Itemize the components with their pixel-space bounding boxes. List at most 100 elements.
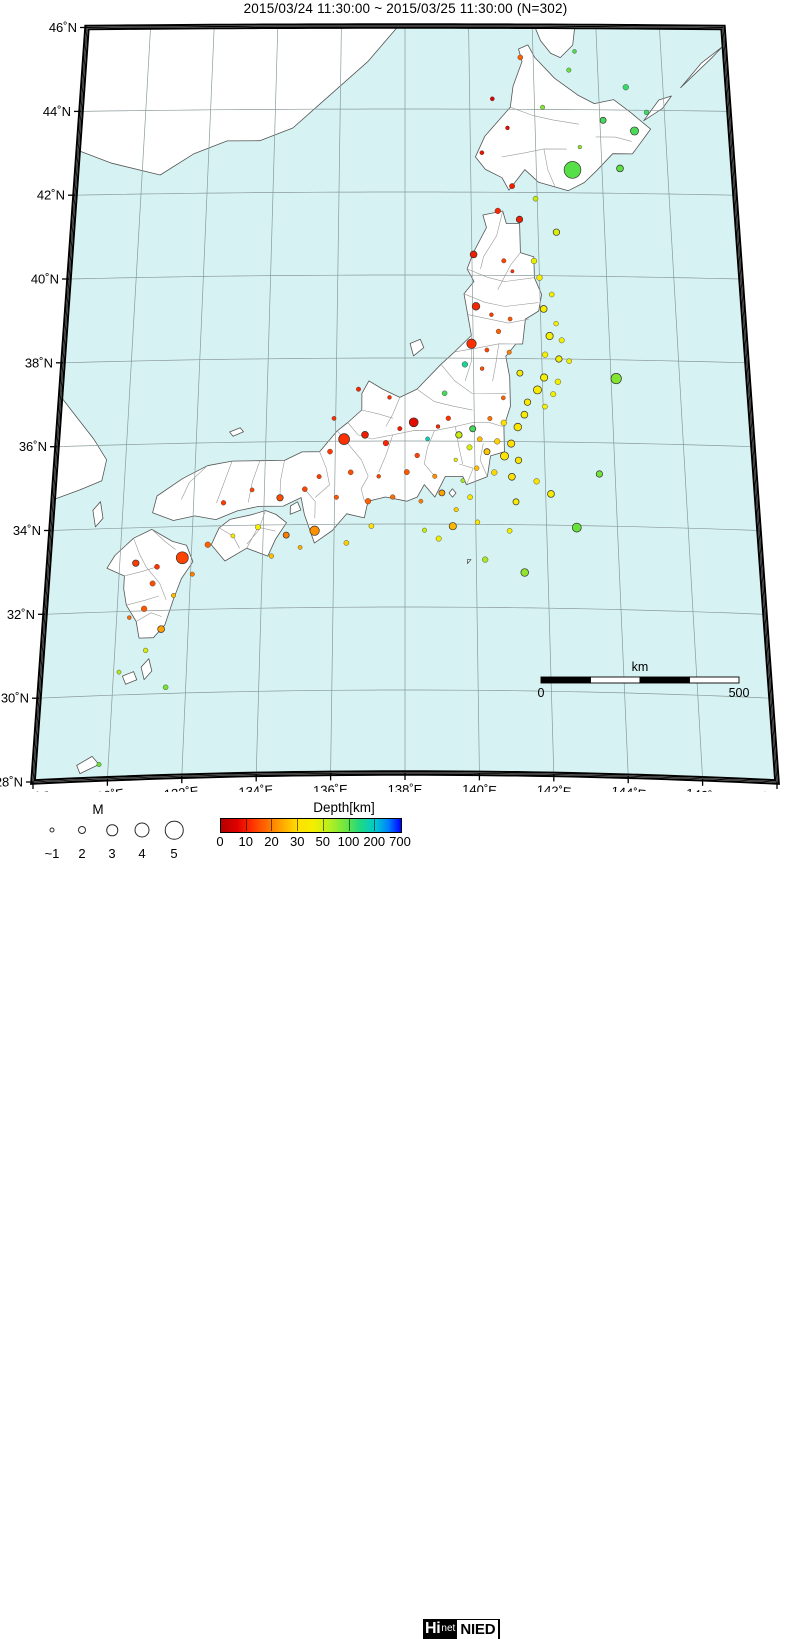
earthquake-marker[interactable] (501, 258, 507, 264)
earthquake-marker[interactable] (276, 494, 284, 502)
earthquake-marker[interactable] (622, 84, 629, 91)
earthquake-marker[interactable] (539, 305, 548, 313)
earthquake-marker[interactable] (376, 474, 381, 479)
earthquake-marker[interactable] (500, 419, 507, 426)
earthquake-marker[interactable] (599, 116, 607, 124)
earthquake-marker[interactable] (249, 487, 255, 493)
earthquake-marker[interactable] (460, 478, 466, 483)
earthquake-marker[interactable] (297, 545, 303, 550)
earthquake-marker[interactable] (509, 183, 515, 190)
earthquake-marker[interactable] (595, 470, 603, 478)
earthquake-marker[interactable] (282, 531, 290, 539)
earthquake-marker[interactable] (432, 473, 438, 479)
earthquake-marker[interactable] (520, 410, 529, 419)
earthquake-marker[interactable] (255, 524, 261, 531)
earthquake-marker[interactable] (154, 564, 160, 570)
earthquake-marker[interactable] (309, 525, 320, 536)
earthquake-marker[interactable] (566, 67, 572, 73)
earthquake-marker[interactable] (453, 457, 458, 462)
earthquake-marker[interactable] (403, 469, 410, 475)
earthquake-marker[interactable] (548, 291, 555, 298)
earthquake-marker[interactable] (550, 391, 557, 398)
earthquake-marker[interactable] (643, 109, 650, 115)
earthquake-marker[interactable] (515, 215, 524, 223)
earthquake-marker[interactable] (506, 528, 513, 534)
earthquake-marker[interactable] (474, 465, 480, 471)
earthquake-marker[interactable] (268, 553, 274, 559)
earthquake-marker[interactable] (467, 494, 473, 500)
earthquake-marker[interactable] (466, 338, 477, 349)
earthquake-marker[interactable] (96, 762, 102, 767)
earthquake-marker[interactable] (435, 424, 441, 429)
earthquake-marker[interactable] (508, 473, 516, 481)
earthquake-marker[interactable] (414, 452, 420, 459)
earthquake-marker[interactable] (157, 625, 165, 633)
earthquake-marker[interactable] (533, 478, 540, 485)
earthquake-marker[interactable] (552, 228, 560, 236)
earthquake-marker[interactable] (453, 507, 459, 513)
earthquake-marker[interactable] (517, 54, 524, 61)
earthquake-marker[interactable] (494, 438, 501, 445)
earthquake-marker[interactable] (505, 125, 510, 131)
earthquake-marker[interactable] (397, 426, 403, 432)
earthquake-marker[interactable] (220, 500, 227, 506)
earthquake-marker[interactable] (540, 104, 546, 110)
earthquake-marker[interactable] (143, 647, 149, 653)
earthquake-marker[interactable] (382, 440, 389, 447)
earthquake-marker[interactable] (545, 332, 554, 340)
earthquake-marker[interactable] (387, 395, 392, 400)
earthquake-marker[interactable] (530, 257, 538, 265)
earthquake-marker[interactable] (507, 439, 516, 448)
earthquake-marker[interactable] (558, 337, 565, 344)
earthquake-marker[interactable] (491, 469, 498, 476)
earthquake-marker[interactable] (189, 571, 195, 577)
earthquake-marker[interactable] (364, 498, 372, 505)
earthquake-marker[interactable] (466, 444, 473, 451)
earthquake-marker[interactable] (572, 49, 577, 54)
earthquake-marker[interactable] (630, 126, 639, 136)
earthquake-marker[interactable] (361, 431, 369, 439)
earthquake-marker[interactable] (425, 436, 430, 442)
earthquake-marker[interactable] (141, 605, 148, 612)
earthquake-marker[interactable] (547, 490, 555, 498)
earthquake-markers[interactable] (96, 49, 650, 767)
earthquake-marker[interactable] (175, 551, 189, 565)
earthquake-marker[interactable] (171, 593, 176, 598)
earthquake-marker[interactable] (484, 347, 490, 353)
earthquake-marker[interactable] (116, 669, 122, 675)
earthquake-marker[interactable] (390, 494, 396, 500)
earthquake-marker[interactable] (489, 312, 494, 317)
earthquake-marker[interactable] (469, 425, 477, 433)
earthquake-marker[interactable] (507, 316, 513, 322)
earthquake-marker[interactable] (356, 386, 361, 392)
earthquake-marker[interactable] (542, 403, 548, 410)
map-canvas[interactable]: 28˚N 30˚N 32˚N 34˚N 36˚N 38˚N 40˚N 42˚N 44˚N 46˚N… (0, 16, 811, 792)
earthquake-marker[interactable] (500, 395, 506, 401)
earthquake-marker[interactable] (230, 533, 236, 539)
earthquake-marker[interactable] (571, 522, 582, 533)
earthquake-marker[interactable] (343, 540, 350, 546)
earthquake-marker[interactable] (418, 498, 424, 504)
earthquake-marker[interactable] (487, 416, 493, 421)
earthquake-marker[interactable] (563, 161, 582, 179)
earthquake-marker[interactable] (327, 448, 333, 455)
earthquake-marker[interactable] (554, 378, 561, 385)
earthquake-marker[interactable] (523, 398, 532, 406)
earthquake-marker[interactable] (495, 328, 502, 334)
earthquake-marker[interactable] (441, 390, 448, 397)
earthquake-marker[interactable] (448, 522, 457, 531)
earthquake-marker[interactable] (479, 366, 485, 371)
earthquake-marker[interactable] (347, 469, 354, 476)
earthquake-marker[interactable] (438, 489, 446, 497)
earthquake-marker[interactable] (162, 684, 169, 691)
earthquake-marker[interactable] (616, 164, 624, 173)
earthquake-marker[interactable] (331, 416, 337, 421)
earthquake-marker[interactable] (422, 527, 427, 533)
earthquake-marker[interactable] (461, 361, 468, 368)
map-svg[interactable]: 28˚N 30˚N 32˚N 34˚N 36˚N 38˚N 40˚N 42˚N 44˚N 46˚N… (0, 16, 811, 792)
earthquake-marker[interactable] (536, 274, 543, 281)
earthquake-marker[interactable] (514, 456, 523, 464)
earthquake-marker[interactable] (542, 351, 549, 358)
earthquake-marker[interactable] (510, 269, 515, 274)
earthquake-marker[interactable] (494, 207, 501, 214)
